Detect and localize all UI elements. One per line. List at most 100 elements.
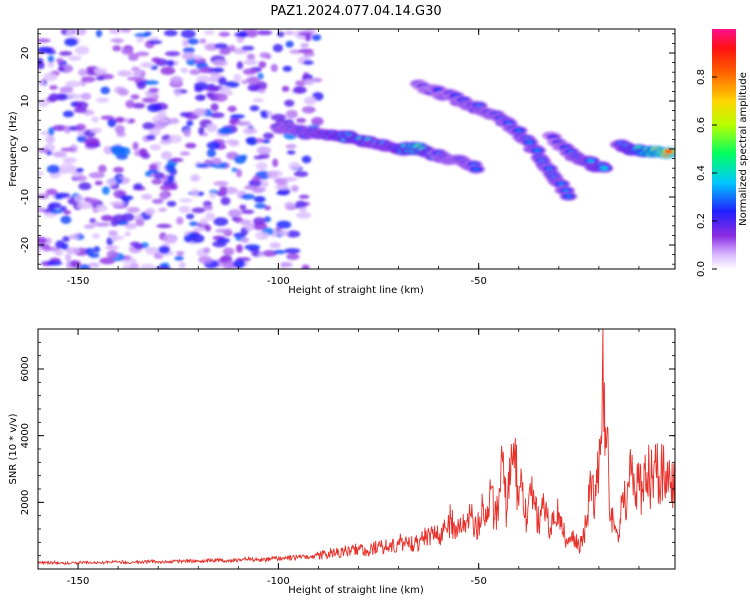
heatmap-cell [116,154,128,160]
heatmap-cell [78,68,88,77]
heatmap-cell [75,123,86,131]
heatmap-cell [210,96,218,101]
heatmap-cell [178,261,186,269]
heatmap-cell [121,29,132,33]
heatmap-cell [252,175,261,183]
heatmap-cell [244,244,261,251]
heatmap-cell [160,66,176,76]
heatmap-cell [46,164,60,174]
heatmap-cell [75,101,89,110]
heatmap-cell [88,172,105,179]
snr-x-tick-label: -100 [267,576,290,587]
heatmap-cell [245,76,260,85]
heatmap-cell [127,76,142,81]
heatmap-cell [94,222,111,227]
heatmap-cell [281,85,290,92]
heatmap-cell [73,29,87,36]
heatmap-cell [63,210,71,215]
heatmap-cell [213,217,229,227]
heatmap-cell [48,93,60,102]
heatmap-cell [213,181,229,186]
colorbar-tick-label: 0.2 [696,213,707,229]
heatmap-cell [246,53,256,61]
heatmap-cell [133,183,143,190]
heatmap-cell [135,51,150,57]
heatmap-cell [301,264,310,269]
heatmap-cell [107,118,117,128]
heatmap-cell [99,257,116,265]
heatmap-cell [170,157,184,163]
heatmap-cell [117,70,133,77]
heatmap-ridge-cell [515,128,522,133]
heatmap-cell [38,236,48,244]
heatmap-cell [126,207,141,213]
heatmap-cell [176,250,185,256]
heatmap-cell [246,31,258,38]
heatmap-cell [136,81,146,90]
heatmap-cell [100,115,115,120]
heatmap-cell [148,163,158,171]
heatmap-cell [189,221,199,227]
heatmap-cell [65,247,81,255]
heatmap-cell [40,131,49,136]
heatmap-cell [300,43,309,48]
heatmap-cell [91,116,100,123]
heatmap-cell [280,261,293,268]
heatmap-cell [54,249,64,256]
spectrogram-y-tick-label: -20 [20,237,31,253]
heatmap-cell [204,224,212,232]
heatmap-cell [109,145,125,154]
heatmap-cell [52,151,67,158]
heatmap-cell [286,253,300,260]
heatmap-ridge-cell [565,194,572,198]
heatmap-cell [83,224,96,229]
heatmap-cell [193,227,207,232]
heatmap-cell [199,67,210,74]
heatmap-cell [45,188,58,195]
heatmap-cell [181,52,195,60]
colorbar-ticks: 0.0 0.2 0.4 0.6 0.8 [696,69,717,277]
heatmap-cell [219,186,228,195]
colorbar-tick-label: 0.0 [696,261,707,277]
heatmap-cell [49,85,58,90]
heatmap-cell [151,57,162,63]
heatmap-ridge-cell [526,140,533,144]
colorbar-gradient [712,29,736,269]
heatmap-cell [141,193,153,200]
heatmap-cell [148,40,163,45]
heatmap-cell [147,103,163,113]
spectrogram-y-tick-label: -10 [20,189,31,205]
heatmap-cell [190,174,201,182]
heatmap-cell [152,121,167,130]
heatmap-cell [49,209,63,214]
heatmap-cell [159,185,174,191]
snr-x-tick-label: -50 [471,576,487,587]
heatmap-cell [169,75,183,85]
heatmap-cell [122,264,132,269]
heatmap-ridge-cell [546,167,553,171]
spectrogram-y-tick-label: 0 [20,146,31,152]
heatmap-cell [105,245,119,250]
heatmap-cell [241,209,255,214]
heatmap-cell [243,59,258,65]
heatmap-cell [170,183,178,190]
heatmap-cell [180,29,196,39]
heatmap-cell [270,113,287,121]
heatmap-cell [192,55,203,60]
spectrogram-x-tick-label: -150 [67,276,90,287]
heatmap-cell [59,86,74,94]
heatmap-cell [234,155,247,164]
heatmap-cell [242,68,257,75]
colorbar-tick-label: 0.4 [696,165,707,181]
heatmap-cell [145,208,156,216]
heatmap-cell [198,256,213,264]
heatmap-cell [179,112,191,117]
heatmap-cell [43,72,58,82]
heatmap-cell [209,192,216,199]
heatmap-cell [218,31,231,37]
heatmap-cell [109,201,126,206]
heatmap-cell [302,106,316,114]
heatmap-cell [77,202,93,210]
heatmap-cell [62,157,77,163]
